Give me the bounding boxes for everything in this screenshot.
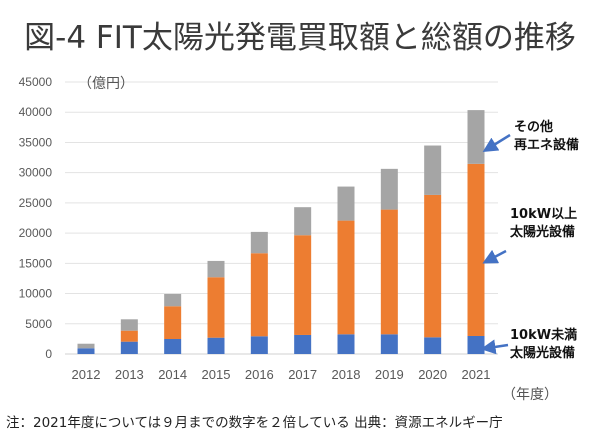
bars <box>77 110 485 354</box>
bar-segment <box>250 231 268 254</box>
annotation-label: 再エネ設備 <box>514 137 579 153</box>
bar-segment <box>337 186 355 221</box>
bar-segment <box>207 260 225 278</box>
bar-segment <box>424 194 442 338</box>
y-tick-label: 45000 <box>19 75 53 89</box>
x-tick-label: 2017 <box>288 367 317 382</box>
bar-segment <box>207 337 225 354</box>
x-tick-label: 2020 <box>418 367 447 382</box>
annotation-arrow-icon <box>480 339 509 355</box>
bar-segment <box>467 163 485 336</box>
y-tick-label: 25000 <box>19 196 53 210</box>
bar-segment <box>380 334 398 354</box>
y-tick-label: 35000 <box>19 135 53 149</box>
x-tick-label: 2021 <box>462 367 491 382</box>
x-tick-label: 2012 <box>72 367 101 382</box>
x-axis-ticks: 2012 2013 2014 2015 2016 2017 2018 2019 2020 2021 <box>72 367 491 382</box>
bar-segment <box>380 209 398 335</box>
bar-segment <box>120 319 138 331</box>
y-tick-label: 30000 <box>19 166 53 180</box>
bar-segment <box>120 330 138 342</box>
y-axis-ticks: 0 5000 10000 15000 20000 25000 30000 35000 40000… <box>19 75 53 361</box>
bar-segment <box>120 341 138 354</box>
bar-segment <box>467 110 485 164</box>
bar-segment <box>467 335 485 354</box>
bar-segment <box>380 168 398 210</box>
bar-segment <box>294 235 312 335</box>
footnote: 注：2021年度については９月までの数字を２倍している 出典：資源エネルギー庁 <box>6 415 503 431</box>
x-tick-label: 2018 <box>332 367 361 382</box>
x-tick-label: 2014 <box>158 367 187 382</box>
bar-segment <box>337 220 355 335</box>
bar-segment <box>250 253 268 337</box>
annotation-label: 太陽光設備 <box>509 345 575 361</box>
bar-segment <box>424 337 442 354</box>
x-tick-label: 2015 <box>202 367 231 382</box>
bar-segment <box>164 339 182 354</box>
y-axis-unit-label: （億円） <box>78 76 134 92</box>
x-tick-label: 2016 <box>245 367 274 382</box>
bar-segment <box>294 207 312 236</box>
y-tick-label: 0 <box>45 347 52 361</box>
annotation-arrow-icon <box>482 133 511 152</box>
annotation-label: 太陽光設備 <box>509 224 575 240</box>
y-tick-label: 20000 <box>19 226 53 240</box>
bar-segment <box>250 336 268 354</box>
bar-segment <box>294 334 312 354</box>
y-tick-label: 10000 <box>19 287 53 301</box>
bar-segment <box>77 343 95 349</box>
bar-segment <box>164 306 182 340</box>
x-tick-label: 2013 <box>115 367 144 382</box>
bar-segment <box>424 145 442 195</box>
bar-segment <box>207 277 225 338</box>
y-tick-label: 5000 <box>25 317 52 331</box>
x-axis-unit-label: （年度） <box>502 387 558 403</box>
bar-segment <box>337 334 355 354</box>
annotation-arrow-icon <box>482 249 507 264</box>
bar-segment <box>77 348 95 354</box>
chart-title: 図-4 FIT太陽光発電買取額と総額の推移 <box>24 20 576 56</box>
y-tick-label: 40000 <box>19 105 53 119</box>
x-tick-label: 2019 <box>375 367 404 382</box>
annotation-label: その他 <box>514 119 553 135</box>
bar-segment <box>164 293 182 307</box>
annotation-label: 10kW未満 <box>510 327 577 343</box>
y-tick-label: 15000 <box>19 256 53 270</box>
annotation-label: 10kW以上 <box>510 207 577 222</box>
